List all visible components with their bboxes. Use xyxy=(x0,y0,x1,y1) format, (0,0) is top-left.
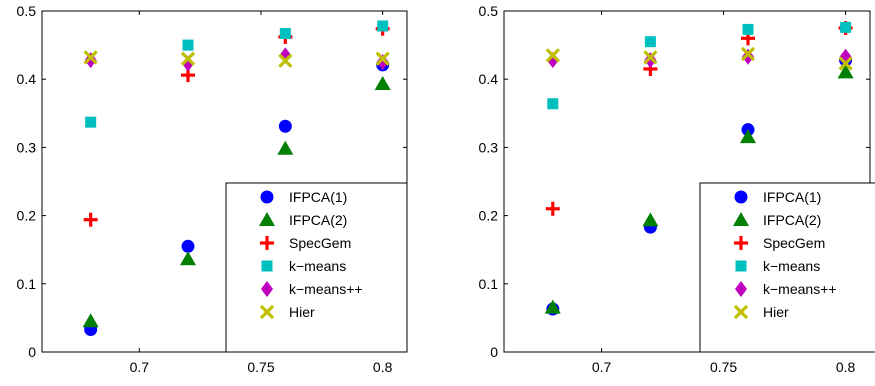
chart-panel-2: 00.10.20.30.40.50.7 0.75 0.8IFPCA(1)IFPCA(… xyxy=(479,3,875,375)
legend-marker xyxy=(260,236,274,250)
y-tick-label: 0.3 xyxy=(479,139,499,155)
y-tick-label: 0.1 xyxy=(17,276,37,292)
data-point-b xyxy=(838,56,853,71)
series-6 xyxy=(545,46,853,71)
legend-label: SpecGem xyxy=(289,235,351,251)
legend-label: IFPCA(2) xyxy=(763,212,821,228)
legend-marker xyxy=(261,260,273,272)
data-point xyxy=(83,50,98,65)
y-tick-label: 0 xyxy=(28,344,36,360)
series-4 xyxy=(85,20,389,128)
data-point xyxy=(642,212,659,227)
data-point-b xyxy=(375,51,390,66)
y-tick-label: 0.4 xyxy=(17,71,37,87)
data-point xyxy=(742,23,754,35)
data-point xyxy=(181,239,195,253)
data-point xyxy=(279,28,291,40)
data-point xyxy=(182,39,194,51)
y-tick-label: 0.5 xyxy=(17,3,37,19)
legend-marker xyxy=(259,304,275,320)
data-point-b xyxy=(83,50,98,65)
data-point-b xyxy=(545,48,560,63)
legend-marker xyxy=(735,260,747,272)
legend-marker xyxy=(734,190,748,204)
data-point-b xyxy=(740,46,756,62)
data-point xyxy=(644,36,656,48)
data-point xyxy=(278,119,292,133)
data-point xyxy=(838,56,853,71)
x-tick-label: 0.8 xyxy=(373,359,393,375)
legend-box xyxy=(699,182,875,353)
data-point xyxy=(377,20,389,32)
legend-marker xyxy=(261,281,273,297)
legend-label: IFPCA(2) xyxy=(289,212,347,228)
data-point xyxy=(375,51,390,66)
series-6 xyxy=(83,50,390,68)
data-point xyxy=(837,64,854,79)
y-tick-label: 0.1 xyxy=(479,276,499,292)
legend-marker-b xyxy=(259,304,275,320)
data-point xyxy=(278,53,293,68)
legend-label: k−means++ xyxy=(763,281,837,297)
legend-label: k−means xyxy=(289,258,346,274)
x-tick-label: 0.8 xyxy=(836,359,856,375)
data-point xyxy=(740,129,756,144)
legend-marker xyxy=(260,190,274,204)
legend-marker xyxy=(733,304,749,320)
legend-label: Hier xyxy=(289,304,315,320)
data-point-b xyxy=(278,53,293,68)
data-point xyxy=(840,21,852,33)
x-tick-label: 0.7 xyxy=(130,359,150,375)
y-tick-label: 0 xyxy=(490,344,498,360)
x-tick-label: 0.75 xyxy=(247,359,274,375)
data-point xyxy=(83,212,98,227)
data-point xyxy=(545,48,560,63)
legend-label: SpecGem xyxy=(763,235,825,251)
legend-marker xyxy=(733,212,749,226)
data-point xyxy=(643,50,658,65)
data-point xyxy=(82,313,99,328)
legend-marker xyxy=(259,212,275,226)
series-2 xyxy=(82,75,391,328)
legend: IFPCA(1) IFPCA(2) SpecGem k−means k−means++ H… xyxy=(225,182,408,353)
x-tick-label: 0.75 xyxy=(710,359,737,375)
data-point-b xyxy=(643,50,658,65)
x-tick-label: 0.7 xyxy=(592,359,612,375)
legend-label: k−means++ xyxy=(289,281,363,297)
series-4 xyxy=(547,21,852,110)
data-point xyxy=(374,75,391,90)
legend-label: k−means xyxy=(763,258,820,274)
data-point xyxy=(547,98,559,110)
legend-marker-b xyxy=(733,304,749,320)
legend-box xyxy=(225,182,408,353)
legend: IFPCA(1) IFPCA(2) SpecGem k−means k−means++ H… xyxy=(699,182,875,353)
data-point xyxy=(544,299,561,314)
y-tick-label: 0.3 xyxy=(17,139,37,155)
data-point xyxy=(277,140,294,155)
y-tick-label: 0.4 xyxy=(479,71,499,87)
data-point xyxy=(180,251,196,266)
legend-label: Hier xyxy=(763,304,789,320)
y-tick-label: 0.2 xyxy=(17,208,37,224)
data-point xyxy=(180,51,196,66)
legend-label: IFPCA(1) xyxy=(763,189,821,205)
data-point-b xyxy=(180,51,196,66)
data-point xyxy=(545,201,560,216)
legend-marker xyxy=(734,236,748,250)
chart-panel-1: 00.10.20.30.40.50.7 0.75 0.8IFPCA(1)IFPCA(… xyxy=(17,3,408,375)
data-point xyxy=(376,54,389,71)
legend-label: IFPCA(1) xyxy=(289,189,347,205)
data-point xyxy=(85,116,97,128)
series-2 xyxy=(544,64,854,314)
y-tick-label: 0.2 xyxy=(479,208,499,224)
y-tick-label: 0.5 xyxy=(479,3,499,19)
legend-marker xyxy=(735,281,747,297)
data-point xyxy=(740,46,756,62)
